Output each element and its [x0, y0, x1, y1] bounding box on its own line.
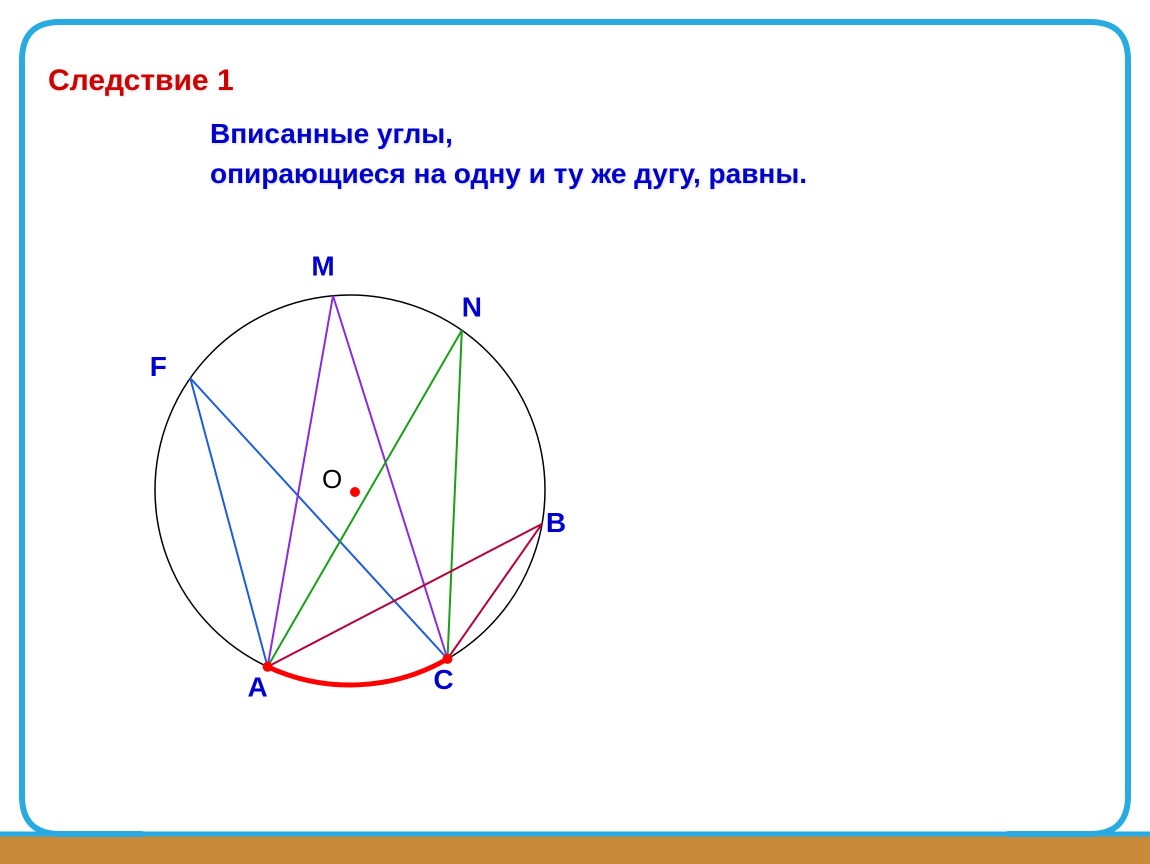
svg-text:M: M [311, 251, 334, 282]
svg-text:B: B [546, 507, 566, 538]
svg-text:C: C [433, 664, 453, 695]
svg-text:O: O [322, 464, 342, 494]
circle-diagram: O A C B N M F [80, 230, 640, 770]
title-text: Следствие 1 [48, 64, 234, 98]
subtitle-line2: опирающиеся на одну и ту же дугу, равны. [210, 158, 807, 190]
svg-text:A: A [247, 672, 267, 703]
svg-text:N: N [462, 291, 482, 322]
svg-text:F: F [150, 351, 167, 382]
subtitle-line1: Вписанные углы, [210, 118, 453, 150]
